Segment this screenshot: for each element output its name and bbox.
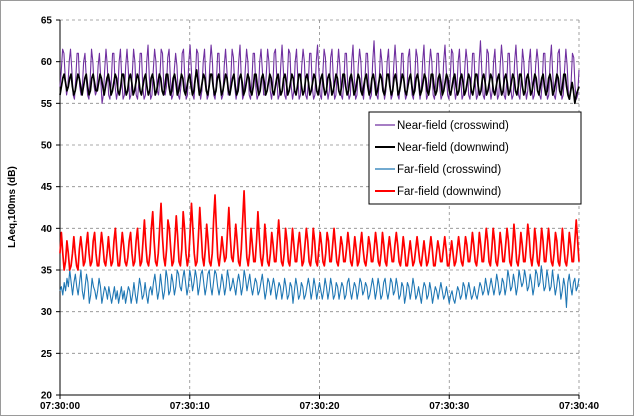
y-tick-label: 50	[41, 141, 53, 152]
legend-label-far-field-crosswind: Far-field (crosswind)	[397, 164, 501, 176]
series-line-far-field-crosswind	[59, 265, 580, 309]
y-tick-label: 45	[41, 182, 53, 193]
y-tick-label: 20	[41, 391, 53, 402]
y-tick-label: 40	[41, 224, 53, 235]
y-tick-label: 25	[41, 349, 53, 360]
x-axis-ticks: 07:30:00 07:30:10 07:30:20 07:30:30 07:30:40	[40, 395, 599, 412]
x-tick-label: 07:30:10	[170, 401, 210, 412]
series-layer	[59, 40, 580, 309]
y-tick-label: 55	[41, 99, 53, 110]
series-line-near-field-downwind	[59, 69, 580, 105]
legend-label-near-field-crosswind: Near-field (crosswind)	[397, 120, 509, 132]
x-tick-label: 07:30:40	[559, 401, 599, 412]
series-line-far-field-downwind	[59, 189, 580, 271]
x-tick-label: 07:30:20	[299, 401, 339, 412]
legend-box	[368, 111, 582, 205]
x-tick-label: 07:30:00	[40, 401, 80, 412]
y-axis-title: LAeq,100ms (dB)	[7, 166, 18, 248]
legend-label-far-field-downwind: Far-field (downwind)	[397, 186, 501, 198]
y-tick-label: 65	[41, 16, 53, 27]
y-tick-label: 30	[41, 307, 53, 318]
legend-label-near-field-downwind: Near-field (downwind)	[397, 142, 509, 154]
y-tick-label: 35	[41, 266, 53, 277]
x-tick-label: 07:30:30	[429, 401, 469, 412]
legend: Near-field (crosswind) Near-field (downwi…	[368, 111, 582, 205]
y-axis-ticks: 20 25 30 35 40 45 50 55 60 65	[41, 16, 60, 402]
y-tick-label: 60	[41, 57, 53, 68]
